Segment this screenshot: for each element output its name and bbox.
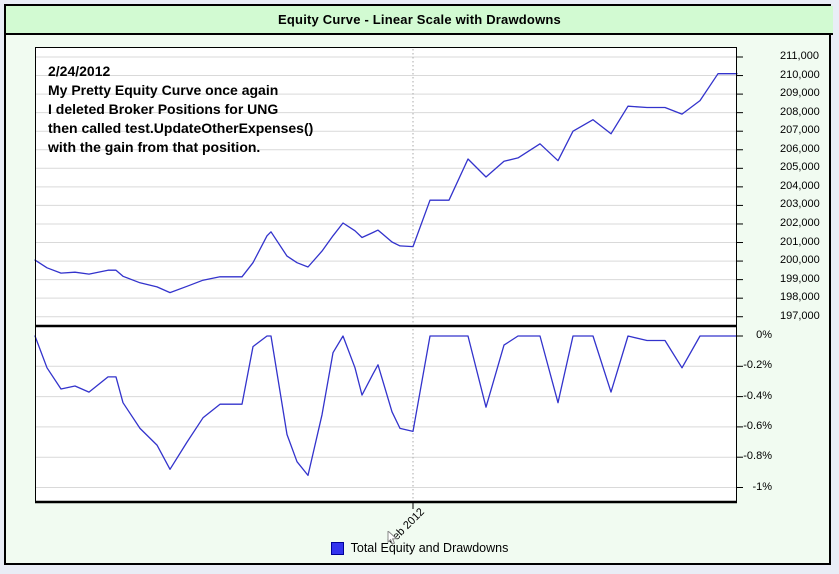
annotation-line: My Pretty Equity Curve once again	[48, 82, 279, 98]
equity-drawdown-plot	[34, 47, 743, 509]
equity-curve-line	[34, 73, 738, 294]
y-axis-tick-label: 197,000	[780, 309, 820, 322]
y-axis-tick-label: 204,000	[780, 179, 820, 192]
page-title: Equity Curve - Linear Scale with Drawdow…	[278, 12, 561, 27]
y-axis-tick-label: -1%	[752, 480, 772, 493]
title-bar: Equity Curve - Linear Scale with Drawdow…	[6, 6, 833, 35]
annotation-line: then called test.UpdateOtherExpenses()	[48, 120, 314, 136]
y-axis-tick-label: 199,000	[780, 272, 820, 285]
y-axis-tick-label: 211,000	[780, 50, 819, 62]
y-axis-tick-label: 202,000	[780, 216, 820, 229]
y-axis-tick-label: 208,000	[780, 105, 820, 118]
legend: Total Equity and Drawdowns	[0, 541, 839, 555]
y-axis-tick-label: 210,000	[780, 68, 820, 81]
mouse-cursor-icon	[387, 531, 398, 545]
annotation-line: with the gain from that position.	[48, 139, 261, 155]
annotation-line: I deleted Broker Positions for UNG	[48, 101, 279, 117]
y-axis-tick-label: -0.6%	[743, 419, 772, 432]
y-axis-tick-label: -0.8%	[743, 450, 772, 463]
y-axis-tick-label: -0.4%	[743, 389, 772, 402]
y-axis-tick-label: 205,000	[780, 161, 820, 174]
y-axis-tick-label: 200,000	[780, 254, 820, 267]
y-axis-tick-label: 201,000	[780, 235, 820, 248]
y-axis-tick-label: 209,000	[780, 87, 820, 100]
y-axis-tick-label: -0.2%	[743, 359, 772, 372]
annotation-line: 2/24/2012	[48, 63, 111, 79]
y-axis-tick-label: 206,000	[780, 142, 820, 155]
legend-label: Total Equity and Drawdowns	[350, 541, 509, 555]
drawdown-curve-line	[34, 335, 738, 477]
y-axis-tick-label: 198,000	[780, 291, 820, 304]
y-axis-tick-label: 0%	[756, 329, 772, 341]
y-axis-tick-label: 203,000	[780, 198, 820, 211]
y-axis-tick-label: 207,000	[780, 124, 820, 137]
legend-swatch-icon	[330, 541, 344, 555]
chart-annotation: 2/24/2012 My Pretty Equity Curve once aga…	[48, 62, 313, 157]
